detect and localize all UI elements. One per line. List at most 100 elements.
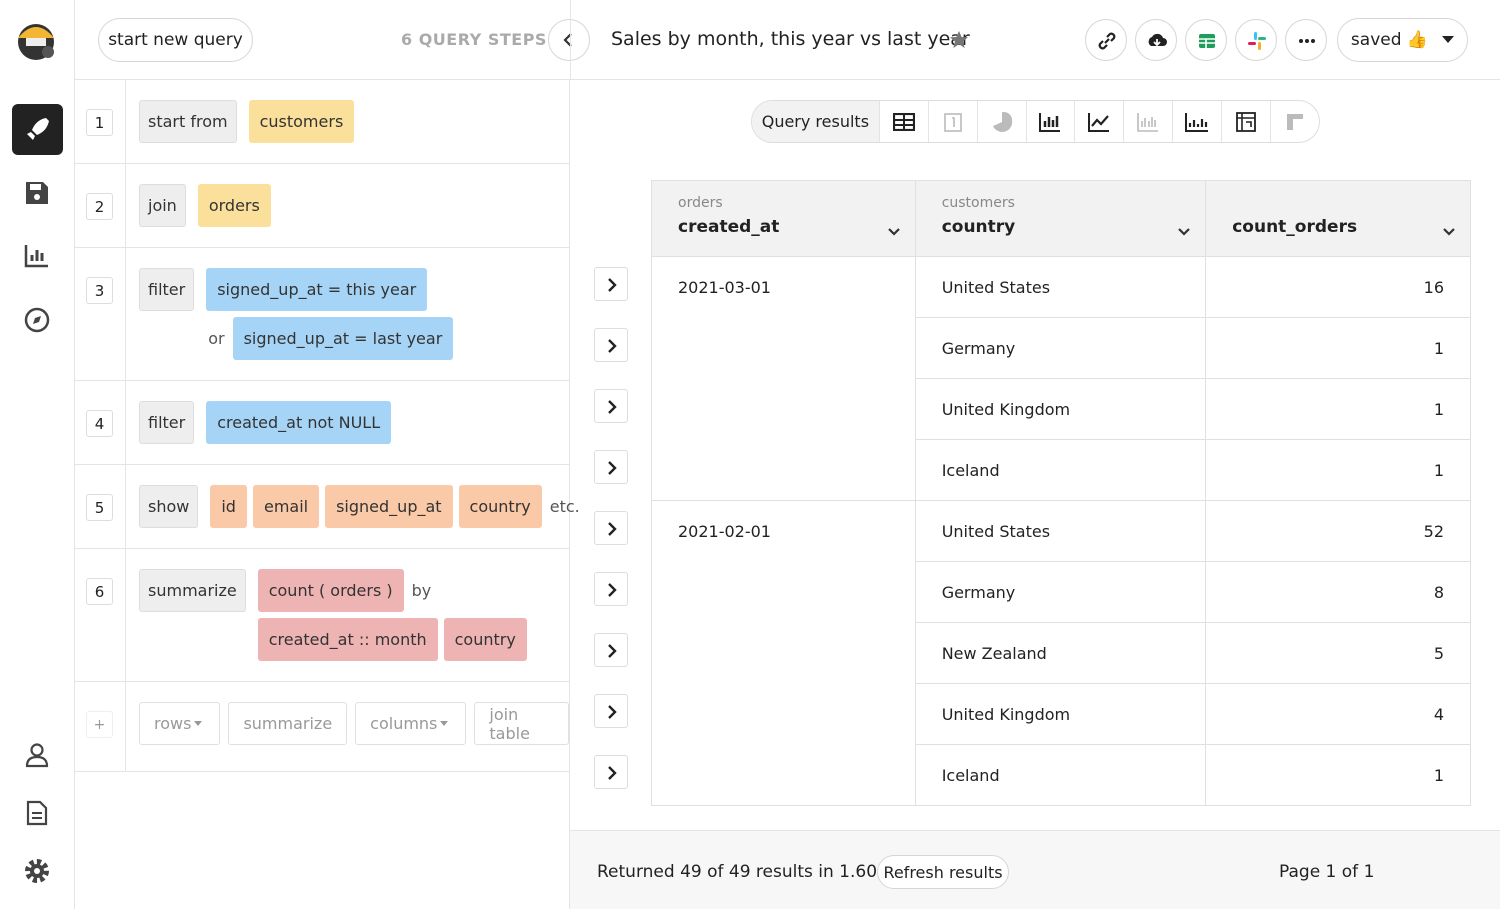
step-token[interactable]: country	[458, 485, 542, 528]
data-row: New Zealand 5	[652, 622, 1471, 684]
step-token[interactable]: signed_up_at = this year	[206, 268, 428, 311]
tab-line[interactable]	[1074, 101, 1123, 142]
page-indicator: Page 1 of 1	[1279, 862, 1375, 882]
argument-line: created_at :: month country	[257, 618, 527, 661]
query-step: 2 join orders	[75, 164, 569, 248]
new-query-button[interactable]: start new query	[98, 18, 253, 62]
nav-charts[interactable]	[24, 243, 50, 269]
tab-table[interactable]	[878, 101, 928, 142]
query-steps: 1 start from customers 2 join orders 3 filter si…	[75, 80, 580, 909]
sort-caret[interactable]	[887, 227, 901, 237]
link-button[interactable]	[1085, 19, 1127, 61]
step-token[interactable]: signed_up_at	[325, 485, 453, 528]
expand-row-button[interactable]	[594, 511, 628, 545]
star-icon[interactable]	[949, 30, 969, 50]
expand-row-button[interactable]	[594, 389, 628, 423]
tab-bar[interactable]	[1025, 101, 1075, 142]
data-row: Iceland 1	[652, 744, 1471, 806]
nav-query[interactable]	[12, 104, 63, 155]
tab-pie[interactable]	[976, 101, 1026, 142]
count-cell: 8	[1205, 561, 1471, 623]
nav-account[interactable]	[24, 742, 50, 768]
expand-row-button[interactable]	[594, 633, 628, 667]
count-cell: 52	[1205, 500, 1471, 562]
add-step-plus[interactable]: +	[86, 711, 113, 738]
column-name: count_orders	[1232, 217, 1358, 237]
step-token[interactable]: signed_up_at = last year	[232, 317, 454, 360]
expand-row-button[interactable]	[594, 755, 628, 789]
step-operation[interactable]: summarize	[139, 569, 246, 612]
saved-button[interactable]: saved 👍	[1337, 18, 1468, 62]
vertical-divider	[125, 248, 126, 380]
argument-line: id email signed_up_at country etc.	[210, 485, 581, 528]
column-name: country	[941, 217, 1016, 237]
country-cell: Iceland	[914, 439, 1207, 501]
step-operation[interactable]: show	[139, 485, 199, 528]
sheets-button[interactable]	[1185, 19, 1227, 61]
results-area: orders created_at customers country count_or…	[570, 160, 1500, 830]
add-step-row: + rows summarize columns join table	[75, 682, 569, 772]
nav-settings[interactable]	[24, 858, 50, 884]
argument-line: created_at not NULL	[206, 401, 392, 444]
argument-line: or signed_up_at = last year	[206, 317, 454, 360]
tab-query-results[interactable]: Query results	[752, 101, 879, 142]
count-cell: 16	[1205, 256, 1471, 318]
expand-row-button[interactable]	[594, 328, 628, 362]
query-title: Sales by month, this year vs last year	[611, 28, 970, 50]
expand-row-button[interactable]	[594, 267, 628, 301]
collapse-button[interactable]	[548, 19, 590, 61]
step-token[interactable]: country	[443, 618, 527, 661]
nav-saved[interactable]	[24, 180, 50, 206]
step-token[interactable]: id	[210, 485, 247, 528]
step-token[interactable]: email	[252, 485, 320, 528]
nav-explore[interactable]	[24, 307, 50, 333]
add-step-button[interactable]: summarize	[228, 702, 348, 745]
argument-line: customers	[248, 100, 355, 143]
add-step-label: summarize	[243, 714, 333, 733]
tab-pivot[interactable]	[1221, 101, 1270, 142]
step-token[interactable]: created_at not NULL	[206, 401, 392, 444]
count-cell: 1	[1205, 439, 1471, 501]
download-button[interactable]	[1135, 19, 1177, 61]
expand-row-button[interactable]	[594, 572, 628, 606]
slack-button[interactable]	[1235, 19, 1277, 61]
expand-row-button[interactable]	[594, 694, 628, 728]
tab-scatter[interactable]	[1172, 101, 1221, 142]
step-operation[interactable]: join	[139, 184, 186, 227]
expand-row-button[interactable]	[594, 450, 628, 484]
refresh-button[interactable]: Refresh results	[877, 855, 1009, 889]
step-operation[interactable]: start from	[139, 100, 237, 143]
add-step-button[interactable]: join table	[474, 702, 569, 745]
nav-docs[interactable]	[26, 800, 48, 826]
step-token[interactable]: created_at :: month	[257, 618, 438, 661]
more-button[interactable]	[1285, 19, 1327, 61]
tab-grouped-bar[interactable]	[1123, 101, 1172, 142]
sort-caret[interactable]	[1442, 227, 1456, 237]
query-step: 5 show id email signed_up_at country etc.	[75, 465, 580, 549]
step-operation[interactable]: filter	[139, 401, 195, 444]
add-step-button[interactable]: columns	[355, 702, 467, 745]
step-token[interactable]: count ( orders )	[257, 569, 404, 612]
sidebar	[0, 0, 75, 909]
step-arguments: count ( orders ) by created_at :: month cou…	[257, 569, 527, 661]
step-token[interactable]: customers	[248, 100, 355, 143]
tab-number[interactable]	[927, 101, 977, 142]
add-step-label: rows	[154, 714, 192, 733]
count-cell: 4	[1205, 683, 1471, 745]
column-header[interactable]: orders created_at	[651, 180, 916, 257]
add-step-button[interactable]: rows	[139, 702, 221, 745]
sort-caret[interactable]	[1177, 227, 1191, 237]
group-cell: 2021-03-01	[651, 256, 916, 501]
step-token[interactable]: orders	[197, 184, 271, 227]
add-step-label: columns	[370, 714, 438, 733]
chevron	[608, 583, 617, 597]
argument-line: signed_up_at = this year	[206, 268, 453, 311]
column-header[interactable]: count_orders	[1205, 180, 1471, 257]
connector-word: etc.	[549, 497, 580, 516]
step-operation[interactable]: filter	[139, 268, 195, 311]
tab-funnel[interactable]	[1270, 101, 1319, 142]
vertical-divider	[125, 80, 126, 163]
country-cell: Germany	[914, 317, 1207, 379]
column-header[interactable]: customers country	[914, 180, 1207, 257]
